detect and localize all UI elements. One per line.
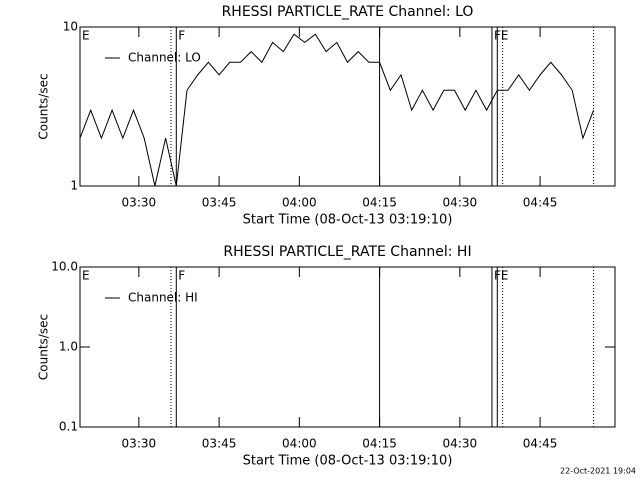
y-axis-label: Counts/sec: [37, 73, 51, 139]
y-tick-label: 10.0: [51, 260, 78, 274]
x-tick-label: 04:45: [523, 437, 558, 451]
y-tick-label: 0.1: [59, 420, 78, 434]
event-label: FE: [494, 29, 508, 43]
x-tick-label: 04:15: [362, 437, 397, 451]
footer: 22-Oct-2021 19:04: [560, 467, 636, 476]
chart-title: RHESSI PARTICLE_RATE Channel: HI: [223, 244, 471, 260]
chart-title: RHESSI PARTICLE_RATE Channel: LO: [222, 4, 474, 20]
plot-frame: [79, 26, 616, 187]
x-axis-label: Start Time (08-Oct-13 03:19:10): [243, 454, 453, 469]
y-tick-label: 10: [63, 20, 78, 34]
x-tick-label: 04:45: [523, 196, 558, 210]
x-tick-label: 03:30: [122, 437, 157, 451]
y-tick-label: 1.0: [59, 340, 78, 354]
event-label: E: [82, 29, 90, 43]
x-tick-label: 04:15: [362, 196, 397, 210]
legend-label: Channel: LO: [128, 51, 201, 65]
x-tick-label: 03:45: [202, 437, 237, 451]
x-tick-label: 04:00: [282, 196, 317, 210]
y-axis-label: Counts/sec: [37, 314, 51, 380]
event-label: E: [82, 269, 90, 283]
legend-label: Channel: HI: [128, 291, 198, 305]
x-tick-label: 03:30: [122, 196, 157, 210]
x-axis-label: Start Time (08-Oct-13 03:19:10): [243, 213, 453, 228]
event-label: FE: [494, 269, 508, 283]
x-tick-label: 04:30: [443, 437, 478, 451]
x-tick-label: 04:00: [282, 437, 317, 451]
x-tick-label: 03:45: [202, 196, 237, 210]
data-line: [79, 33, 595, 187]
event-label: F: [178, 269, 185, 283]
event-label: F: [178, 29, 185, 43]
x-tick-label: 04:30: [443, 196, 478, 210]
y-tick-label: 1: [70, 179, 78, 193]
